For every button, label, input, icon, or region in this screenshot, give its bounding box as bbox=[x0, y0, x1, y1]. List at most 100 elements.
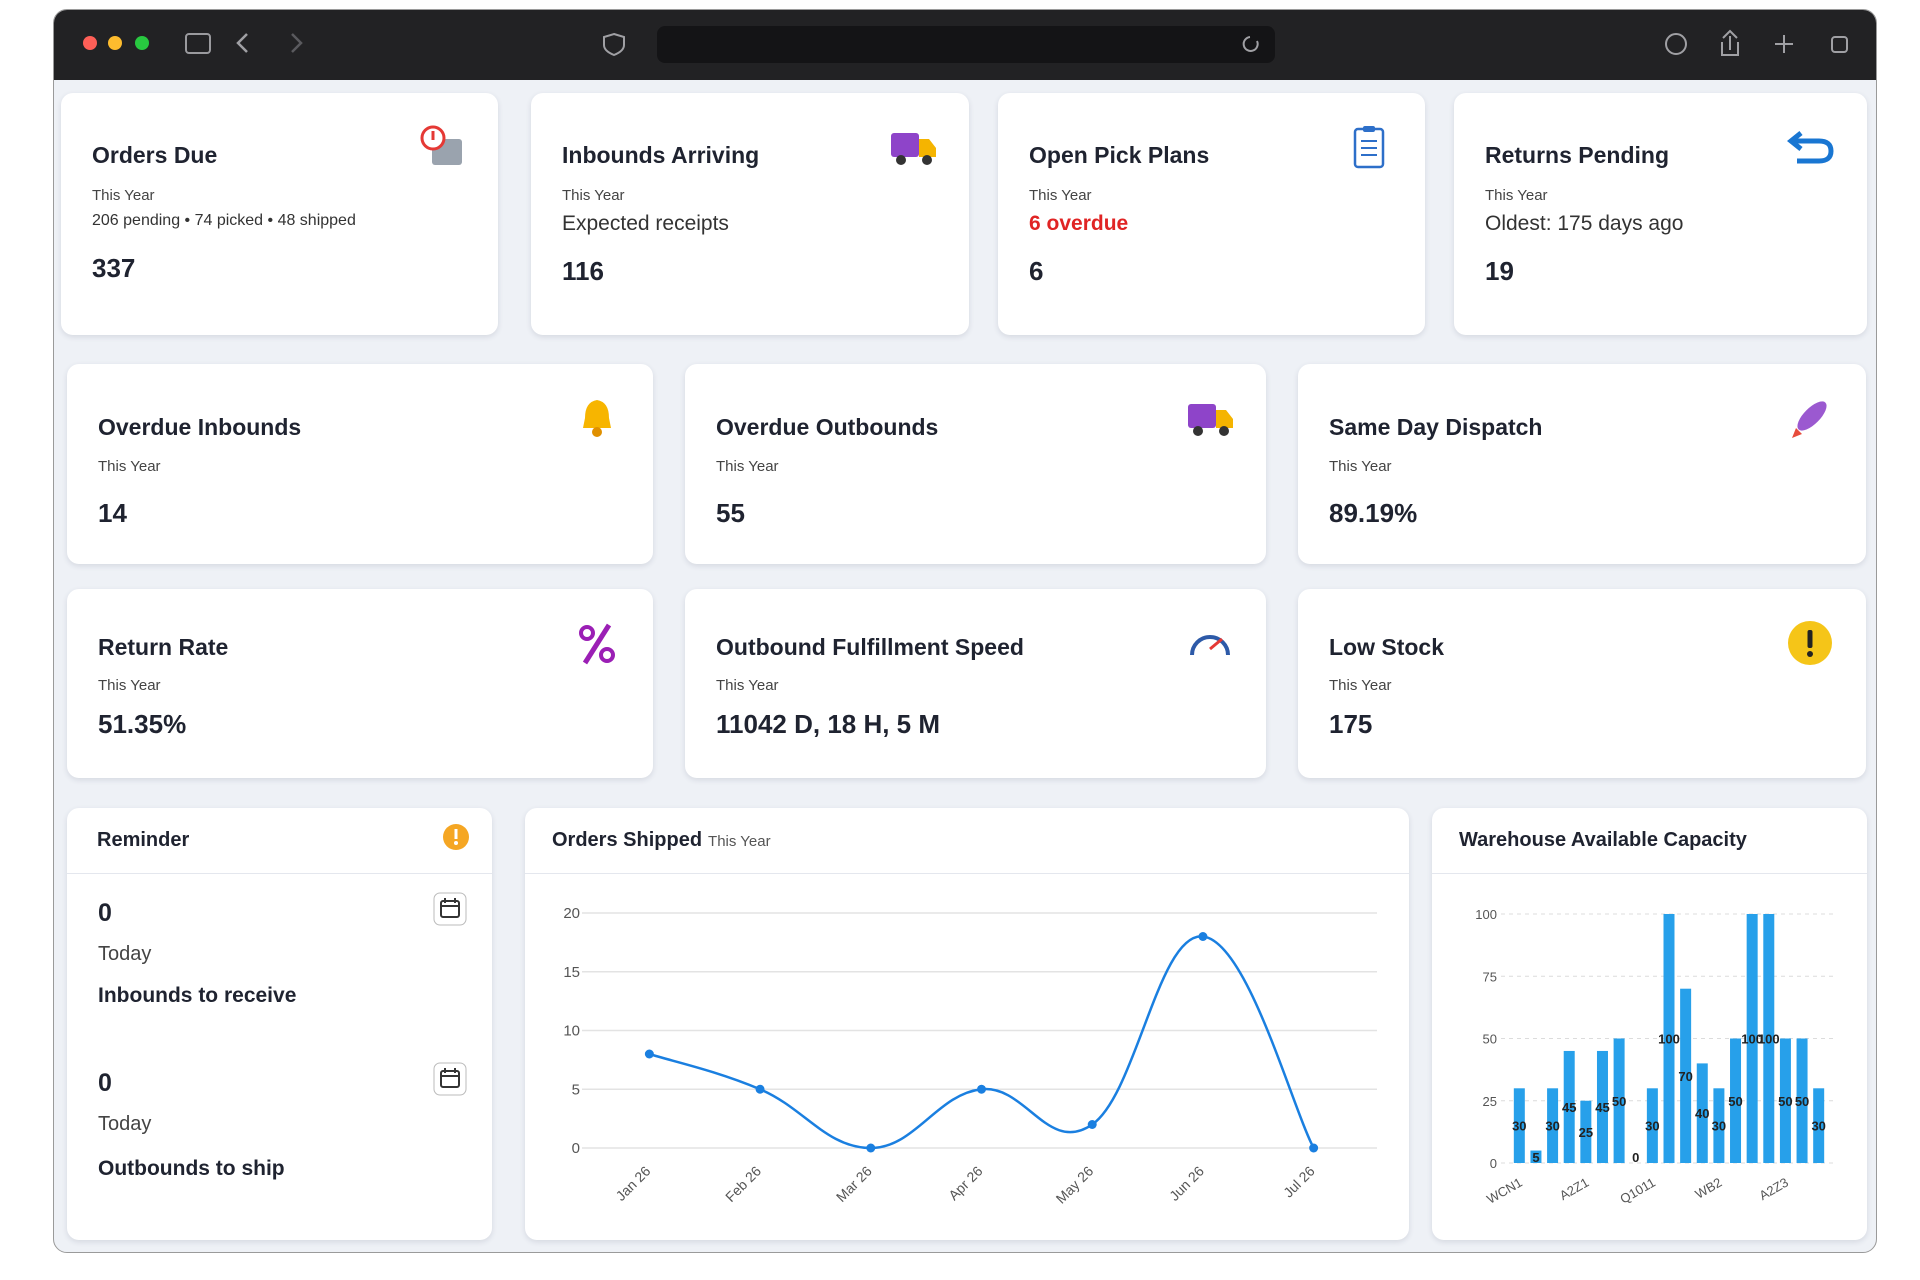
icon-shape bbox=[919, 139, 936, 157]
icon-shape bbox=[440, 900, 460, 918]
card-icon bbox=[579, 623, 615, 665]
card-value: 55 bbox=[716, 498, 745, 528]
icon-shape bbox=[1797, 401, 1827, 431]
card-subtitle: This Year bbox=[92, 187, 155, 204]
privacy-icon bbox=[603, 32, 625, 57]
kpi-card: Same Day Dispatch This Year 89.19% bbox=[1298, 364, 1866, 564]
kpi-card: Overdue Inbounds This Year 14 bbox=[67, 364, 653, 564]
calendar-icon bbox=[433, 892, 467, 926]
card-title: Overdue Outbounds bbox=[716, 414, 939, 440]
icon-shape bbox=[592, 427, 602, 437]
card-detail: Expected receipts bbox=[562, 212, 729, 235]
reminder-when: Today bbox=[98, 943, 152, 965]
kpi-card: Open Pick Plans This Year 6 overdue 6 bbox=[998, 93, 1425, 335]
icon-shape bbox=[1787, 131, 1834, 164]
card-header bbox=[1432, 808, 1867, 874]
kpi-card: Inbounds Arriving This Year Expected recei… bbox=[531, 93, 969, 335]
kpi-card: Low Stock This Year 175 bbox=[1298, 589, 1866, 778]
card-icon bbox=[891, 133, 936, 165]
icon-shape bbox=[454, 829, 458, 839]
card-value: 175 bbox=[1329, 709, 1373, 739]
icon-shape bbox=[1807, 630, 1813, 648]
card-title: Inbounds Arriving bbox=[562, 142, 760, 168]
icon-shape bbox=[891, 133, 919, 157]
icon-shape bbox=[1219, 426, 1229, 436]
card-title: Orders Due bbox=[92, 142, 218, 168]
card-icon bbox=[1787, 131, 1834, 164]
reminder-value: 0 bbox=[98, 899, 112, 927]
card-subtitle: This Year bbox=[1485, 187, 1548, 204]
card-detail: Oldest: 175 days ago bbox=[1485, 212, 1684, 235]
card-title: Overdue Inbounds bbox=[98, 414, 302, 440]
reminder-label: Inbounds to receive bbox=[98, 984, 297, 1007]
icon-shape bbox=[440, 1070, 460, 1088]
card-subtitle: This Year bbox=[716, 677, 779, 694]
tabs-button[interactable] bbox=[1831, 36, 1848, 53]
back-button[interactable] bbox=[236, 33, 248, 53]
card-header bbox=[525, 808, 1409, 874]
card-title: Same Day Dispatch bbox=[1329, 414, 1543, 440]
card-detail: 206 pending • 74 picked • 48 shipped bbox=[92, 212, 356, 229]
browser-toolbar bbox=[54, 10, 1876, 80]
card-icon bbox=[1190, 635, 1230, 656]
reminder-label: Outbounds to ship bbox=[98, 1157, 285, 1180]
card-header bbox=[67, 808, 492, 874]
icon-shape bbox=[599, 647, 615, 663]
reminder-title: Reminder bbox=[97, 829, 190, 851]
chart-title: Orders Shipped This Year bbox=[552, 825, 771, 857]
icon-shape bbox=[1363, 126, 1375, 132]
card-value: 14 bbox=[98, 498, 127, 528]
icon-shape bbox=[1190, 635, 1230, 656]
card-title: Open Pick Plans bbox=[1029, 142, 1210, 168]
calendar-icon bbox=[433, 1062, 467, 1096]
reload-button[interactable] bbox=[1242, 36, 1259, 52]
card-subtitle: This Year bbox=[98, 677, 161, 694]
downloads-button[interactable] bbox=[1665, 33, 1687, 55]
icon-shape bbox=[1361, 140, 1377, 156]
card-icon bbox=[1353, 126, 1385, 169]
share-button[interactable] bbox=[1721, 29, 1739, 56]
card-icon bbox=[1788, 621, 1832, 665]
sidebar-button[interactable] bbox=[185, 33, 211, 54]
icon-shape bbox=[583, 400, 611, 428]
new-tab-button[interactable] bbox=[1775, 35, 1793, 53]
icon-shape bbox=[579, 625, 595, 641]
card-detail: 6 overdue bbox=[1029, 212, 1129, 235]
card-value: 89.19% bbox=[1329, 498, 1418, 528]
icon-shape bbox=[582, 623, 612, 665]
card-subtitle: This Year bbox=[1029, 187, 1092, 204]
card-title: Returns Pending bbox=[1485, 142, 1670, 168]
card-icon bbox=[1792, 401, 1827, 438]
zoom-button[interactable] bbox=[135, 36, 149, 50]
chart-title: Warehouse Available Capacity bbox=[1459, 829, 1747, 851]
icon-shape bbox=[433, 1062, 467, 1096]
icon-shape bbox=[454, 841, 458, 845]
kpi-card: Return Rate This Year 51.35% bbox=[67, 589, 653, 778]
card-icon bbox=[583, 400, 611, 437]
browser-window: Orders Due This Year 206 pending • 74 pick… bbox=[53, 9, 1877, 1253]
card-subtitle: This Year bbox=[562, 187, 625, 204]
card-icon bbox=[420, 125, 462, 165]
kpi-card: Orders Due This Year 206 pending • 74 pick… bbox=[61, 93, 498, 335]
reminder-when: Today bbox=[98, 1113, 152, 1135]
chart-card: Warehouse Available Capacity bbox=[1432, 808, 1867, 1240]
close-button[interactable] bbox=[83, 36, 97, 50]
warning-icon bbox=[443, 824, 469, 850]
icon-shape bbox=[1792, 428, 1802, 438]
icon-shape bbox=[433, 892, 467, 926]
card-subtitle: This Year bbox=[98, 458, 161, 475]
toolbar-icons bbox=[83, 26, 1848, 63]
forward-button[interactable] bbox=[291, 33, 303, 53]
icon-shape bbox=[922, 155, 932, 165]
reminder-value: 0 bbox=[98, 1069, 112, 1097]
card-icon bbox=[1188, 404, 1233, 436]
icon-shape bbox=[441, 898, 459, 907]
chart-title-text: Orders Shipped bbox=[552, 829, 703, 851]
minimize-button[interactable] bbox=[108, 36, 122, 50]
reminder-card: Reminder 0 Today Inbounds to receive 0 Today O… bbox=[67, 808, 492, 1240]
address-bar[interactable] bbox=[657, 26, 1275, 63]
card-value: 6 bbox=[1029, 256, 1044, 286]
icon-shape bbox=[1216, 410, 1233, 428]
icon-shape bbox=[1188, 404, 1216, 428]
